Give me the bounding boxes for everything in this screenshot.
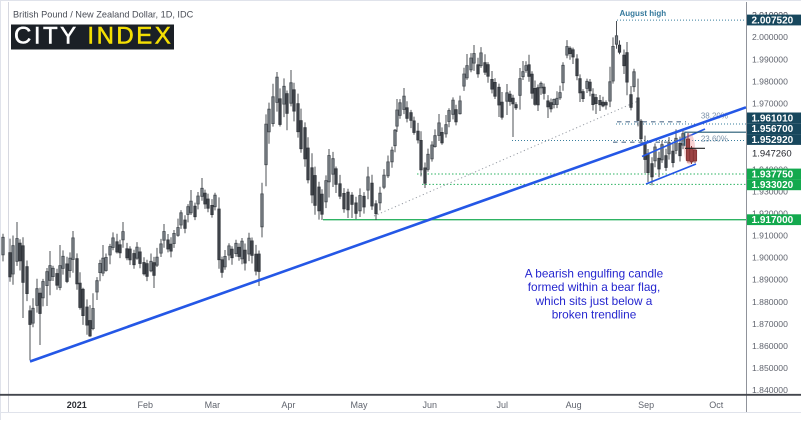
svg-text:1.980000: 1.980000 [752,76,788,86]
svg-text:Sep: Sep [638,400,654,410]
svg-text:2.007520: 2.007520 [752,15,794,26]
svg-text:1.947260: 1.947260 [752,149,792,160]
svg-text:1.850000: 1.850000 [752,363,788,373]
svg-text:broken trendline: broken trendline [552,308,637,322]
svg-text:1.860000: 1.860000 [752,341,788,351]
svg-text:August high: August high [620,9,667,18]
svg-text:which sits just below a: which sits just below a [535,294,653,308]
svg-text:23.60%: 23.60% [701,135,728,144]
svg-text:1.956700: 1.956700 [752,124,794,135]
svg-text:1.933020: 1.933020 [752,180,794,191]
svg-text:Oct: Oct [709,400,724,410]
svg-text:1.900000: 1.900000 [752,253,788,263]
svg-text:1.930000: 1.930000 [752,187,788,197]
svg-text:1.880000: 1.880000 [752,297,788,307]
svg-text:Jun: Jun [423,400,438,410]
svg-text:A bearish engulfing candle: A bearish engulfing candle [525,267,664,281]
svg-text:May: May [350,400,368,410]
svg-text:2.000000: 2.000000 [752,32,788,42]
svg-text:1.937750: 1.937750 [752,169,794,180]
svg-text:Mar: Mar [205,400,221,410]
svg-text:British Pound / New Zealand Do: British Pound / New Zealand Dollar, 1D, … [13,10,194,20]
svg-text:1.970000: 1.970000 [752,98,788,108]
svg-text:Jul: Jul [496,400,508,410]
svg-text:2021: 2021 [67,400,87,410]
svg-text:1.952920: 1.952920 [752,135,794,146]
svg-text:38.20%: 38.20% [701,112,728,121]
svg-text:1.990000: 1.990000 [752,54,788,64]
svg-text:1.910000: 1.910000 [752,231,788,241]
svg-text:1.920000: 1.920000 [752,209,788,219]
svg-text:1.917000: 1.917000 [752,215,794,226]
svg-text:Feb: Feb [138,400,154,410]
svg-text:formed within a bear flag,: formed within a bear flag, [528,280,660,294]
svg-text:1.870000: 1.870000 [752,319,788,329]
svg-text:Aug: Aug [566,400,582,410]
svg-text:CITY INDEX: CITY INDEX [14,23,173,50]
svg-text:1.961010: 1.961010 [752,113,794,124]
svg-text:1.890000: 1.890000 [752,275,788,285]
svg-text:Apr: Apr [281,400,295,410]
svg-text:1.840000: 1.840000 [752,385,788,395]
